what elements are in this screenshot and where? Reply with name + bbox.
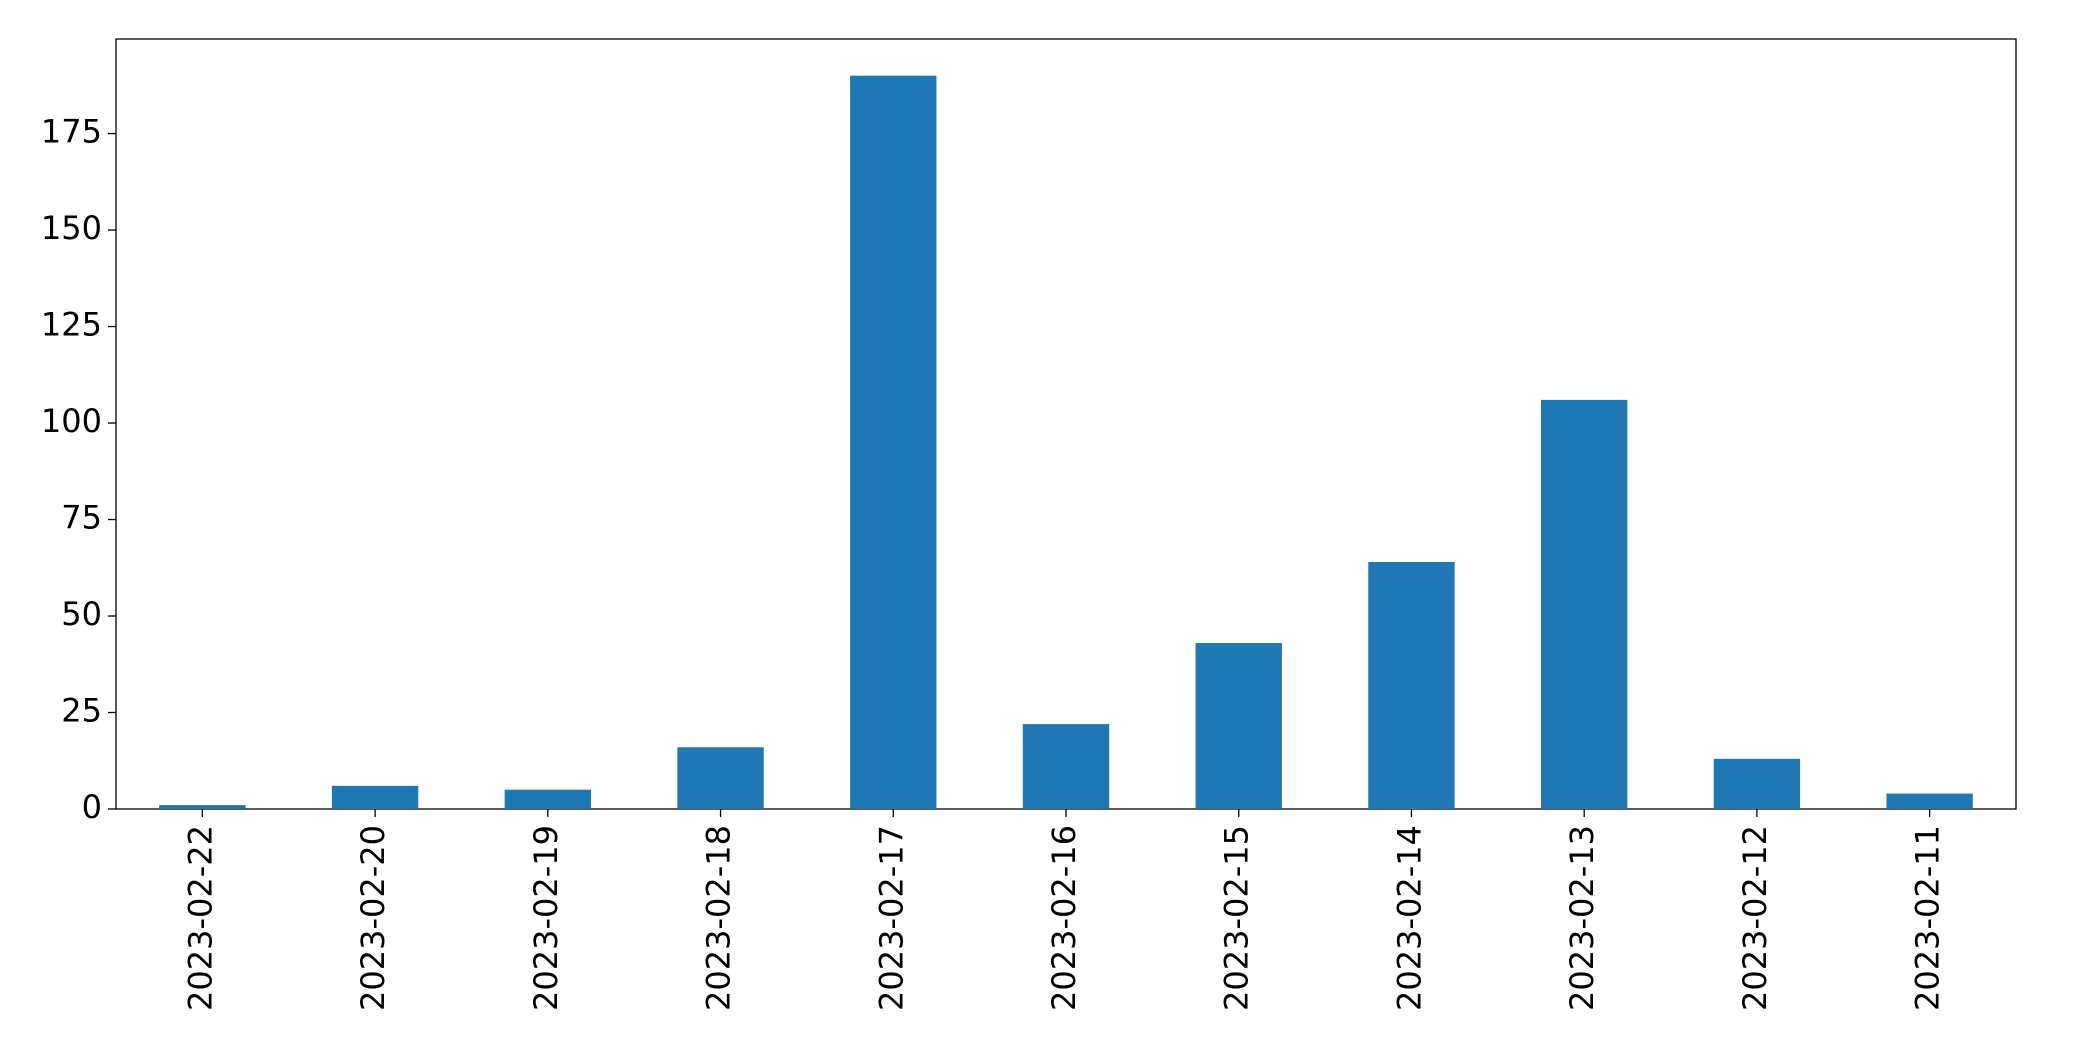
y-tick-label: 0 (82, 788, 102, 826)
y-tick-label: 175 (41, 113, 102, 151)
bar (1022, 724, 1110, 809)
x-tick-label: 2023-02-13 (1563, 825, 1601, 1011)
x-tick-label: 2023-02-15 (1218, 825, 1256, 1011)
x-tick-label: 2023-02-22 (181, 825, 219, 1011)
y-tick-label: 25 (61, 692, 102, 730)
bar (1368, 561, 1455, 809)
bar (1541, 399, 1628, 809)
x-tick-label: 2023-02-20 (354, 825, 392, 1011)
bar (677, 747, 764, 809)
y-tick-label: 125 (41, 306, 102, 344)
bar (1713, 758, 1801, 809)
y-tick-label: 75 (61, 499, 102, 537)
x-tick-label: 2023-02-11 (1909, 825, 1947, 1011)
bar (331, 785, 419, 809)
x-tick-label: 2023-02-12 (1736, 825, 1774, 1011)
bar (1195, 643, 1282, 809)
x-tick-label: 2023-02-17 (872, 825, 910, 1011)
bar (159, 805, 246, 809)
x-tick-label: 2023-02-14 (1390, 825, 1428, 1011)
x-tick-label: 2023-02-16 (1045, 825, 1083, 1011)
bar (504, 789, 591, 809)
y-tick-label: 100 (41, 402, 102, 440)
y-tick-label: 50 (61, 595, 102, 633)
x-tick-label: 2023-02-18 (700, 825, 738, 1011)
plot-frame (115, 38, 2017, 810)
x-tick-label: 2023-02-19 (527, 825, 565, 1011)
y-tick-label: 150 (41, 209, 102, 247)
bar (850, 75, 937, 809)
bar (1886, 793, 1973, 809)
